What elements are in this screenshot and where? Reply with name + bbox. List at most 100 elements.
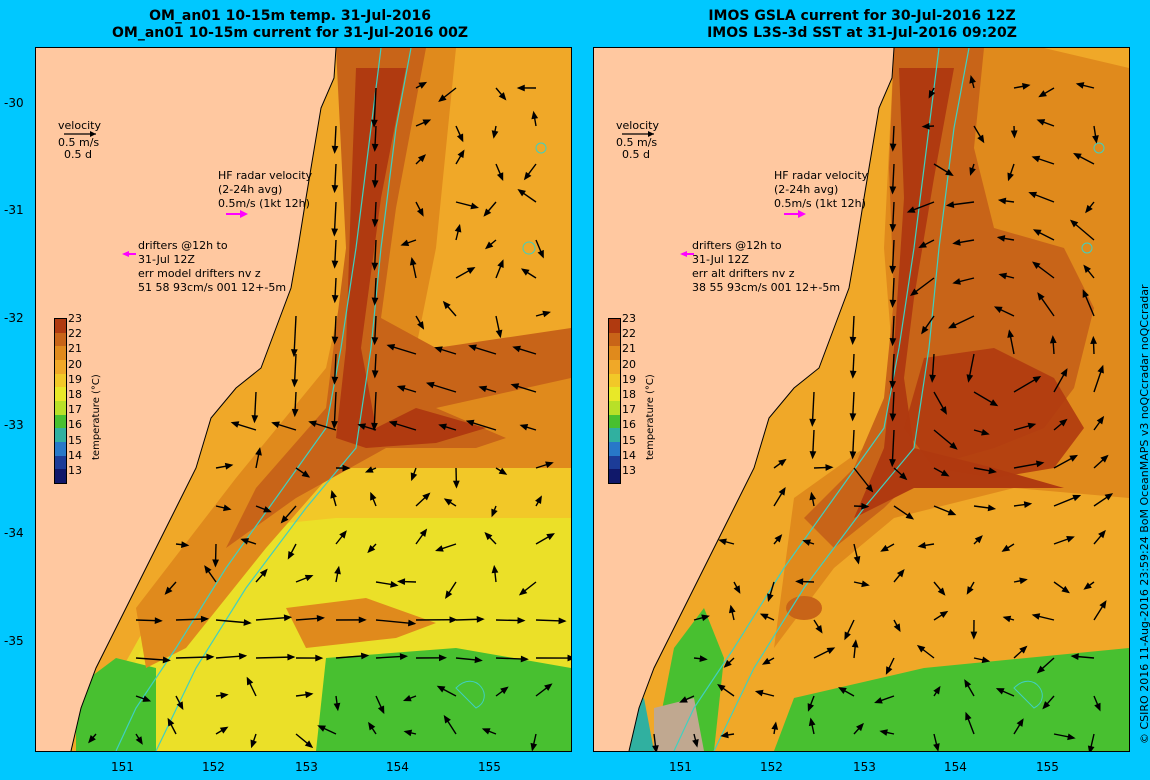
current-vector-head <box>523 171 532 181</box>
current-vector-head <box>330 490 337 499</box>
colorbar-swatch <box>55 387 66 401</box>
current-vector-head <box>947 508 957 516</box>
current-vector-head <box>1061 585 1070 594</box>
current-vector-head <box>1007 329 1014 338</box>
current-vector-head <box>162 656 171 664</box>
current-vector-head <box>417 154 427 163</box>
current-vector-head <box>1070 653 1079 661</box>
current-vector-head <box>754 689 764 697</box>
current-vector-head <box>283 614 293 622</box>
current-vector-head <box>1031 155 1041 163</box>
colorbar-swatch <box>55 414 66 429</box>
current-vector-head <box>998 272 1008 280</box>
colorbar-tick-label: 22 <box>622 327 636 341</box>
current-vector-head <box>1032 261 1041 270</box>
current-vector-head <box>407 619 417 627</box>
current-vector-head <box>333 702 341 712</box>
current-vector-head <box>1098 529 1106 539</box>
colorbar-swatch <box>609 441 620 456</box>
current-vector-head <box>251 415 259 424</box>
current-vector-head <box>1060 368 1068 377</box>
current-vector-head <box>531 110 539 120</box>
current-vector-head <box>212 559 219 568</box>
colorbar-swatch <box>55 400 66 415</box>
current-vector-head <box>679 696 688 703</box>
current-vector-head <box>390 581 399 588</box>
current-vector-head <box>1066 536 1075 543</box>
colorbar-tick-label: 15 <box>622 433 636 447</box>
current-vector-head <box>259 568 268 577</box>
current-vector-head <box>970 631 978 640</box>
current-vector-head <box>520 268 530 276</box>
current-vector <box>375 619 415 625</box>
current-vector-head <box>761 657 771 665</box>
current-vector-head <box>331 260 339 269</box>
current-vector-head <box>545 461 554 468</box>
current-vector-head <box>243 619 252 626</box>
current-vector-head <box>889 413 897 422</box>
current-vector-head <box>728 604 736 614</box>
current-vector-head <box>921 325 929 335</box>
current-vector-head <box>443 714 451 724</box>
current-vector-head <box>1073 153 1082 160</box>
current-vector-head <box>496 172 504 181</box>
left-velocity-time: 0.5 d <box>64 148 92 161</box>
right-drifter-line1: drifters @12h to <box>692 239 782 252</box>
current-vector-head <box>809 491 817 501</box>
current-vector-head <box>516 84 525 92</box>
current-vector-head <box>206 653 215 661</box>
colorbar-swatch <box>609 455 620 470</box>
current-vector-head <box>484 531 493 541</box>
current-vector-head <box>889 186 897 195</box>
current-vector-head <box>692 739 699 748</box>
current-vector-head <box>889 299 897 308</box>
current-vector-head <box>417 321 425 330</box>
current-vector-head <box>491 508 498 518</box>
current-vector-head <box>200 615 210 623</box>
current-vector-head <box>889 265 897 274</box>
current-vector-head <box>937 587 946 596</box>
current-vector-head <box>558 617 567 625</box>
colorbar-swatch <box>55 373 66 388</box>
current-vector-head <box>331 228 339 237</box>
current-vector-head <box>699 655 708 663</box>
current-vector-head <box>495 329 503 339</box>
current-vector-head <box>969 167 976 176</box>
current-vector-head <box>223 504 232 512</box>
current-vector-head <box>1104 493 1114 501</box>
colorbar-swatch <box>55 441 66 456</box>
current-vector-head <box>1042 701 1051 710</box>
current-vector-head <box>422 119 432 126</box>
current-vector-head <box>416 208 424 217</box>
current-vector-head <box>154 617 163 625</box>
current-vector-head <box>995 688 1005 695</box>
colorbar-tick-label: 23 <box>622 312 636 325</box>
current-vector-head <box>795 578 804 586</box>
current-vector-head <box>512 345 521 353</box>
y-tick: -32 <box>4 311 24 325</box>
colorbar-tick-label: 15 <box>68 433 82 447</box>
current-vector-head <box>517 189 526 197</box>
current-vector-head <box>1083 264 1091 274</box>
current-vector-head <box>88 735 96 744</box>
current-vector-head <box>371 297 379 306</box>
current-vector <box>255 656 294 659</box>
current-vector-head <box>1069 454 1078 462</box>
current-vector-head <box>452 480 460 489</box>
colorbar-swatch <box>609 400 620 415</box>
current-vector-head <box>1097 364 1104 374</box>
current-vector-head <box>388 420 398 428</box>
current-vector-head <box>1037 292 1045 301</box>
current-vector-head <box>468 344 477 352</box>
current-vector-head <box>542 310 551 318</box>
x-tick: 152 <box>760 760 783 774</box>
current-vector-head <box>470 202 480 210</box>
current-vector-head <box>481 728 491 735</box>
current-vector-head <box>339 530 347 539</box>
current-vector-head <box>520 655 529 663</box>
current-vector-head <box>315 654 324 662</box>
left-colorbar <box>54 318 67 484</box>
current-vector-head <box>815 625 823 634</box>
colorbar-tick-label: 22 <box>68 327 82 341</box>
current-vector-head <box>838 687 847 694</box>
